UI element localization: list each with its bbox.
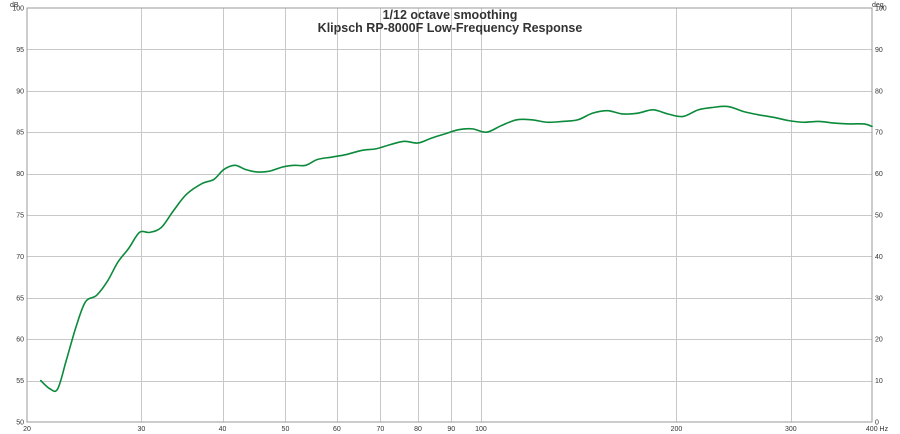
y-tick-label-right: 0 (875, 420, 879, 427)
y-tick-label-right: 60 (875, 171, 883, 178)
y-axis-unit-right: deg (872, 2, 884, 9)
x-tick-label: 50 (282, 426, 290, 433)
x-tick-label: 100 (475, 426, 487, 433)
x-tick-label: 400 Hz (866, 426, 889, 433)
x-tick-label: 40 (219, 426, 227, 433)
y-tick-label-right: 10 (875, 378, 883, 385)
x-tick-label: 60 (333, 426, 341, 433)
chart-subtitle: Klipsch RP-8000F Low-Frequency Response (318, 21, 583, 35)
series-layer (39, 105, 873, 393)
x-tick-label: 90 (447, 426, 455, 433)
y-tick-label-right: 50 (875, 213, 883, 220)
y-tick-label-right: 40 (875, 254, 883, 261)
label-layer: 50 55 60 65 70 75 80 85 90 95 100 0 10 20 30 40 50 60 70 80… (12, 6, 888, 434)
y-axis-unit-left: dB (10, 2, 19, 9)
chart-title: 1/12 octave smoothing (383, 8, 518, 22)
y-tick-label-left: 90 (16, 88, 24, 95)
y-tick-label-right: 80 (875, 88, 883, 95)
y-tick-label-right: 70 (875, 130, 883, 137)
frequency-response-line (39, 105, 873, 393)
y-tick-label-left: 55 (16, 378, 24, 385)
y-tick-label-left: 85 (16, 130, 24, 137)
y-tick-label-right: 20 (875, 337, 883, 344)
y-tick-label-left: 100 (12, 6, 24, 13)
y-tick-label-right: 100 (875, 6, 887, 13)
y-tick-label-left: 60 (16, 337, 24, 344)
x-tick-label: 300 (785, 426, 797, 433)
x-tick-label: 20 (23, 426, 31, 433)
y-tick-label-right: 30 (875, 295, 883, 302)
x-tick-label: 80 (414, 426, 422, 433)
plot-frame (26, 7, 873, 423)
grid-layer (27, 8, 872, 422)
y-tick-label-left: 70 (16, 254, 24, 261)
x-tick-label: 30 (137, 426, 145, 433)
y-tick-label-right: 90 (875, 47, 883, 54)
y-tick-label-left: 75 (16, 213, 24, 220)
x-tick-label: 200 (671, 426, 683, 433)
x-tick-label: 70 (376, 426, 384, 433)
y-tick-label-left: 80 (16, 171, 24, 178)
y-tick-label-left: 65 (16, 295, 24, 302)
y-tick-label-left: 95 (16, 47, 24, 54)
y-tick-label-left: 50 (16, 420, 24, 427)
